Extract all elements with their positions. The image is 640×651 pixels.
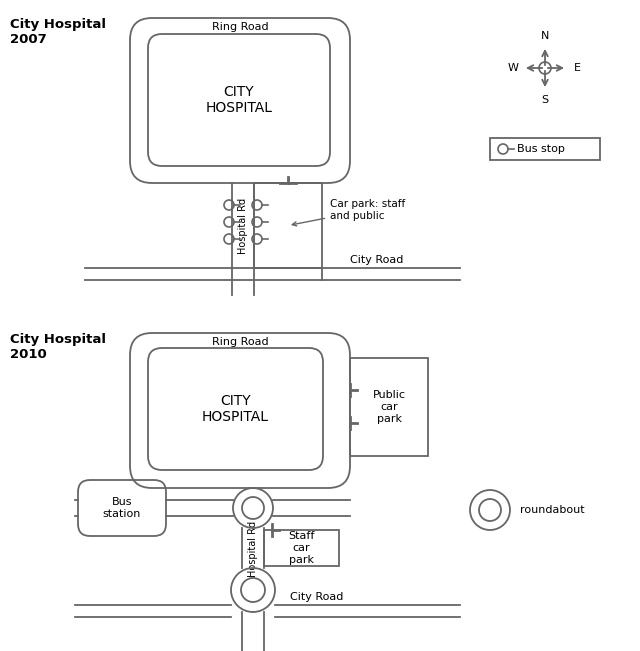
Text: Staff
car
park: Staff car park bbox=[288, 531, 315, 564]
Text: Bus stop: Bus stop bbox=[517, 144, 565, 154]
Text: Bus
station: Bus station bbox=[103, 497, 141, 519]
Text: Public
car
park: Public car park bbox=[372, 391, 406, 424]
Text: Ring Road: Ring Road bbox=[212, 22, 268, 32]
Text: N: N bbox=[541, 31, 549, 41]
Text: City Hospital
2007: City Hospital 2007 bbox=[10, 18, 106, 46]
Text: City Road: City Road bbox=[350, 255, 403, 265]
Bar bbox=[254, 183, 322, 268]
Bar bbox=[490, 138, 600, 160]
Text: S: S bbox=[541, 95, 548, 105]
Bar bbox=[350, 358, 428, 456]
Bar bbox=[264, 530, 339, 566]
Text: CITY
HOSPITAL: CITY HOSPITAL bbox=[202, 394, 269, 424]
Text: CITY
HOSPITAL: CITY HOSPITAL bbox=[205, 85, 273, 115]
Text: roundabout: roundabout bbox=[520, 505, 584, 515]
Text: Car park: staff
and public: Car park: staff and public bbox=[292, 199, 405, 226]
Text: City Hospital
2010: City Hospital 2010 bbox=[10, 333, 106, 361]
Text: City Road: City Road bbox=[290, 592, 344, 602]
Text: E: E bbox=[573, 63, 580, 73]
Text: W: W bbox=[508, 63, 518, 73]
Text: Hospital Rd: Hospital Rd bbox=[238, 197, 248, 253]
Text: Ring Road: Ring Road bbox=[212, 337, 268, 347]
Text: Hospital Rd: Hospital Rd bbox=[248, 521, 258, 577]
